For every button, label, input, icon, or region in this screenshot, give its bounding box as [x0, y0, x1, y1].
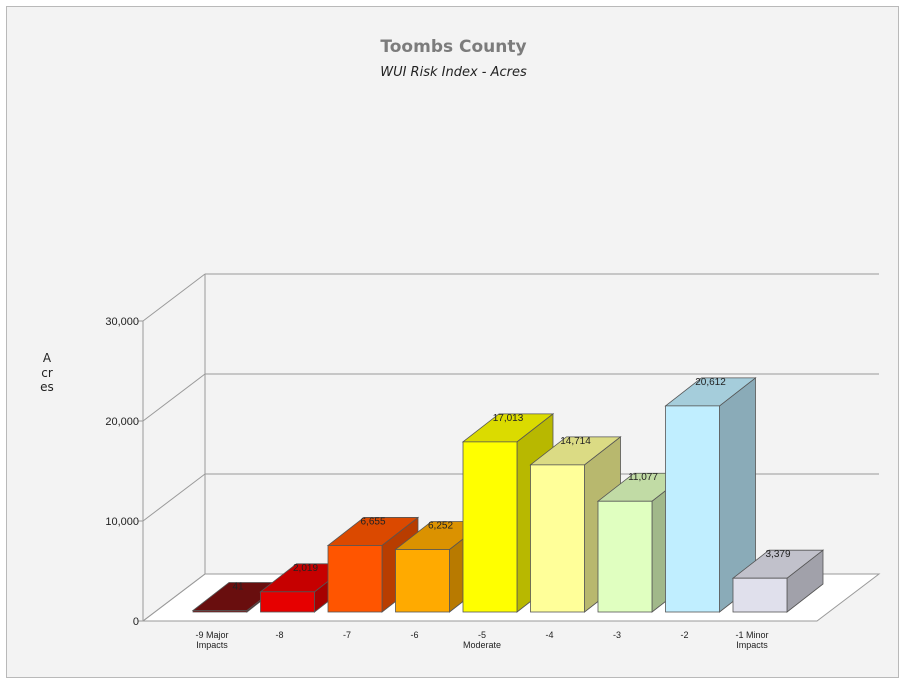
y-tick-label: 0: [133, 616, 139, 628]
x-tick-label: -9 Major Impacts: [195, 630, 228, 650]
bar-front: [462, 441, 518, 613]
x-tick-label: -1 Minor Impacts: [735, 630, 768, 650]
gridline-side: [142, 473, 206, 522]
data-label: 11,077: [628, 472, 658, 483]
y-axis-label: Acres: [40, 351, 54, 394]
bar: [664, 377, 757, 613]
y-tick-label: 10,000: [105, 516, 139, 528]
data-label: 20,612: [695, 377, 726, 388]
x-tick-label: -7: [343, 630, 351, 640]
data-label: 17,013: [493, 413, 524, 424]
bar-front: [260, 591, 315, 613]
bar-front: [530, 464, 585, 613]
x-tick-label: -8: [275, 630, 283, 640]
chart-title: Toombs County: [380, 37, 527, 57]
plot-area: 0 10,000 20,000 30,000 41 -9 Major Impacts 2,01…: [105, 273, 881, 650]
x-tick-label: -2: [680, 630, 688, 640]
x-tick-label: -3: [613, 630, 621, 640]
data-label: 41: [232, 582, 244, 593]
bar-front: [732, 577, 788, 613]
data-label: 2,019: [293, 563, 318, 574]
bar: [731, 549, 825, 613]
data-label: 6,655: [360, 516, 385, 527]
gridline-side: [142, 573, 206, 622]
y-tick-label: 20,000: [105, 416, 139, 428]
y-tick-label: 30,000: [105, 316, 139, 328]
x-tick-label: -5 Moderate: [463, 630, 501, 650]
x-tick-label: -6: [410, 630, 418, 640]
data-label: 3,379: [765, 549, 790, 560]
chart-subtitle: WUI Risk Index - Acres: [380, 65, 527, 80]
x-tick-label: -4: [545, 630, 553, 640]
bar-front: [192, 610, 248, 613]
data-label: 14,714: [560, 436, 591, 447]
bar-front: [327, 545, 383, 613]
gridline-side: [142, 273, 206, 322]
bar-front: [395, 549, 450, 613]
bar-front: [597, 500, 653, 613]
bar-front: [665, 405, 720, 613]
data-label: 6,252: [428, 520, 453, 531]
gridline-side: [142, 373, 206, 422]
